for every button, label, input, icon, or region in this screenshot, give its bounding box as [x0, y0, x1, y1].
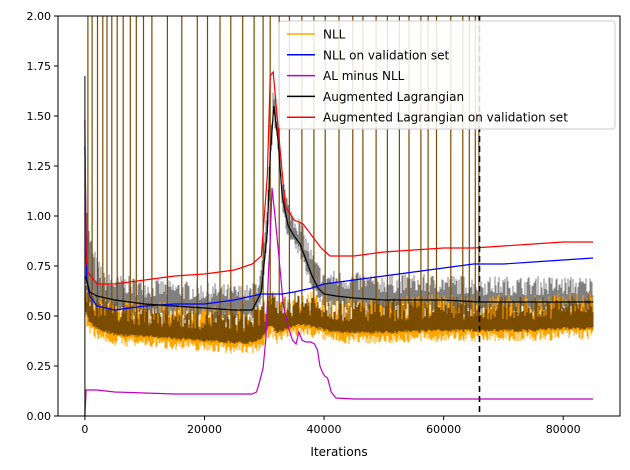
- x-tick-label: 40000: [307, 423, 342, 436]
- augmented-lagrangian-line: [84, 105, 594, 311]
- y-tick-label: 2.00: [27, 10, 52, 23]
- legend-box: [278, 20, 616, 130]
- y-tick-label: 1.75: [27, 60, 52, 73]
- legend-label-nll-on-validation-set: NLL on validation set: [323, 48, 449, 62]
- y-axis: 0.00 0.25 0.50 0.75 1.00 1.25 1.50 1.75 2.00: [27, 10, 58, 423]
- series-layer: [84, 70, 594, 416]
- augmented-lagrangian-on-validation-set-line: [84, 70, 594, 285]
- x-tick-label: 20000: [187, 423, 222, 436]
- y-tick-label: 1.00: [27, 210, 52, 223]
- x-tick-label: 60000: [426, 423, 461, 436]
- legend-label-augmented-lagrangian: Augmented Lagrangian: [323, 90, 464, 104]
- y-tick-label: 0.00: [27, 410, 52, 423]
- y-tick-label: 0.75: [27, 260, 52, 273]
- x-tick-label: 0: [81, 423, 88, 436]
- legend: NLL NLL on validation set AL minus NLL Augm…: [278, 20, 616, 130]
- legend-label-al-minus-nll: AL minus NLL: [323, 69, 405, 83]
- x-axis-label: Iterations: [310, 445, 367, 459]
- al-minus-nll-line: [84, 187, 594, 416]
- x-axis: 0 20000 40000 60000 80000: [81, 416, 581, 436]
- x-tick-label: 80000: [546, 423, 581, 436]
- legend-label-augmented-lagrangian-on-validation-set: Augmented Lagrangian on validation set: [323, 111, 568, 125]
- y-tick-label: 1.25: [27, 160, 52, 173]
- y-tick-label: 0.50: [27, 310, 52, 323]
- y-tick-label: 1.50: [27, 110, 52, 123]
- y-tick-label: 0.25: [27, 360, 52, 373]
- legend-label-nll: NLL: [323, 28, 346, 42]
- plot-frame: [57, 15, 621, 417]
- nll-on-validation-set-line: [84, 145, 594, 311]
